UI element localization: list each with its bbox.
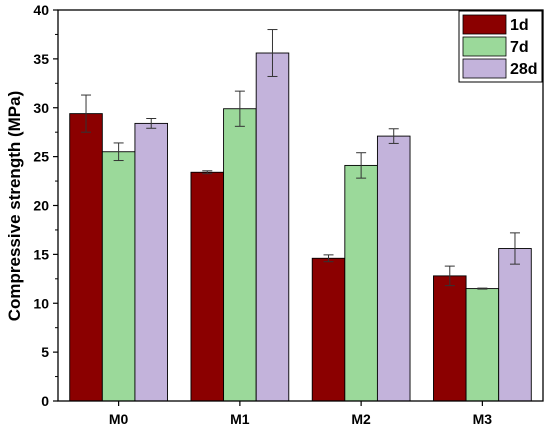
bar-m3-28d [498, 248, 532, 402]
bar-m0-1d [69, 113, 103, 402]
legend-swatch-1d [462, 14, 507, 35]
y-tick-label: 40 [33, 2, 49, 18]
error-bar-m2-28d [388, 128, 399, 144]
y-tick-label: 0 [41, 393, 49, 409]
error-bar-m1-1d [202, 170, 213, 175]
x-tick-label-m3: M3 [473, 411, 493, 427]
y-tick-label: 30 [33, 100, 49, 116]
error-bar-m2-7d [356, 152, 367, 179]
x-tick-label-m1: M1 [230, 411, 250, 427]
legend-swatch-28d [462, 58, 507, 79]
x-tick-label-m2: M2 [351, 411, 371, 427]
error-bars-layer [81, 29, 520, 290]
bar-m1-7d [223, 108, 257, 402]
legend-swatch-7d [462, 36, 507, 57]
bar-m1-28d [255, 52, 290, 402]
bar-m1-1d [190, 171, 225, 402]
y-tick-label: 25 [33, 149, 49, 165]
y-tick-label: 5 [41, 344, 49, 360]
bar-m3-1d [433, 275, 467, 402]
bar-m3-7d [465, 288, 500, 402]
bars-layer [69, 52, 532, 402]
y-tick-label: 15 [33, 246, 49, 262]
error-bar-m3-28d [509, 232, 520, 265]
legend-label-1d: 1d [510, 17, 529, 34]
error-bar-m0-1d [81, 94, 92, 133]
y-tick-label: 20 [33, 198, 49, 214]
error-bar-m3-1d [444, 265, 455, 287]
error-bar-m0-28d [146, 118, 157, 129]
legend-item-28d: 28d [462, 58, 538, 79]
error-bar-m0-7d [113, 142, 124, 162]
error-bar-m2-1d [323, 254, 334, 263]
bar-m2-7d [344, 164, 378, 402]
x-tick-label-m0: M0 [109, 411, 129, 427]
bar-m2-28d [376, 135, 411, 402]
legend-item-1d: 1d [462, 14, 529, 35]
bar-m0-7d [101, 151, 136, 402]
legend-label-28d: 28d [510, 61, 538, 78]
legend-item-7d: 7d [462, 36, 529, 57]
bar-m0-28d [134, 122, 168, 402]
y-tick-label: 10 [33, 295, 49, 311]
bar-m2-1d [311, 257, 346, 402]
error-bar-m1-7d [234, 90, 245, 127]
x-axis: M0 M1 M2 M3 [109, 401, 492, 427]
y-axis: 0 5 10 15 20 25 30 35 40 [33, 2, 58, 409]
error-bar-m3-7d [477, 287, 488, 290]
legend: 1d 7d 28d [458, 10, 543, 83]
y-tick-label: 35 [33, 51, 49, 67]
legend-label-7d: 7d [510, 39, 529, 56]
y-axis-title: Compressive strength (MPa) [5, 91, 24, 322]
error-bar-m1-28d [267, 29, 278, 77]
